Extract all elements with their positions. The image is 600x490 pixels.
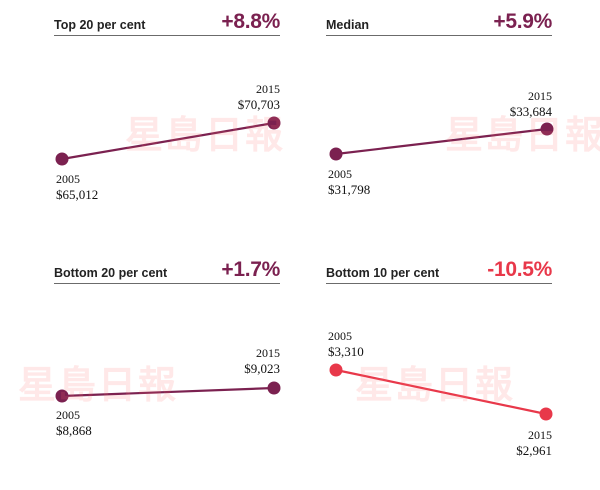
line-plot (55, 381, 281, 403)
point-2005 (55, 152, 69, 166)
year-label-2005: 2005 (56, 408, 80, 422)
chart-panel-median: Median +5.9% 2005 $31,798 2015 $33,684 (326, 8, 554, 208)
line-plot (329, 363, 553, 421)
percent-change: +5.9% (493, 10, 552, 33)
percent-change: +8.8% (221, 10, 280, 33)
series-line (335, 127, 548, 156)
year-label-2015: 2015 (528, 428, 552, 442)
series-line (61, 386, 275, 398)
panel-header: Median +5.9% (326, 8, 552, 36)
annotation-2005: 2005 $3,310 (328, 328, 364, 360)
point-2015 (539, 407, 553, 421)
chart-panel-top-20: Top 20 per cent +8.8% 2005 $65,012 2015 … (54, 8, 281, 208)
value-label-2005: $3,310 (328, 344, 364, 359)
series-line (61, 121, 275, 161)
value-label-2005: $8,868 (56, 423, 92, 438)
panel-header: Top 20 per cent +8.8% (54, 8, 280, 36)
value-label-2005: $31,798 (328, 182, 371, 197)
panel-header: Bottom 10 per cent -10.5% (326, 256, 552, 284)
annotation-2005: 2005 $31,798 (328, 166, 370, 198)
chart-panel-bottom-20: Bottom 20 per cent +1.7% 2005 $8,868 201… (54, 256, 281, 456)
year-label-2005: 2005 (328, 167, 352, 181)
point-2005 (55, 389, 69, 403)
value-label-2015: $9,023 (244, 361, 280, 376)
percent-change: -10.5% (487, 258, 552, 281)
value-label-2015: $2,961 (516, 443, 552, 458)
annotation-2015: 2015 $2,961 (516, 427, 552, 459)
annotation-2005: 2005 $8,868 (56, 407, 92, 439)
annotation-2015: 2015 $9,023 (244, 345, 280, 377)
annotation-2015: 2015 $70,703 (238, 81, 280, 113)
value-label-2015: $70,703 (237, 97, 280, 112)
panel-title: Bottom 10 per cent (326, 266, 440, 280)
value-label-2005: $65,012 (56, 187, 99, 202)
point-2005 (329, 363, 343, 377)
percent-change: +1.7% (221, 258, 280, 281)
line-plot (329, 122, 554, 161)
point-2005 (329, 147, 343, 161)
year-label-2015: 2015 (256, 346, 280, 360)
point-2015 (540, 122, 554, 136)
panel-title: Bottom 20 per cent (54, 266, 168, 280)
panel-title: Top 20 per cent (54, 18, 146, 32)
year-label-2005: 2005 (328, 329, 352, 343)
panel-header: Bottom 20 per cent +1.7% (54, 256, 280, 284)
chart-panel-bottom-10: Bottom 10 per cent -10.5% 2005 $3,310 20… (326, 256, 553, 459)
annotation-2005: 2005 $65,012 (56, 171, 98, 203)
year-label-2015: 2015 (256, 82, 280, 96)
series-line (335, 368, 547, 416)
line-plot (55, 116, 281, 166)
year-label-2005: 2005 (56, 172, 80, 186)
point-2015 (267, 381, 281, 395)
value-label-2015: $33,684 (509, 104, 552, 119)
annotation-2015: 2015 $33,684 (510, 88, 552, 120)
point-2015 (267, 116, 281, 130)
year-label-2015: 2015 (528, 89, 552, 103)
panel-title: Median (326, 18, 370, 32)
